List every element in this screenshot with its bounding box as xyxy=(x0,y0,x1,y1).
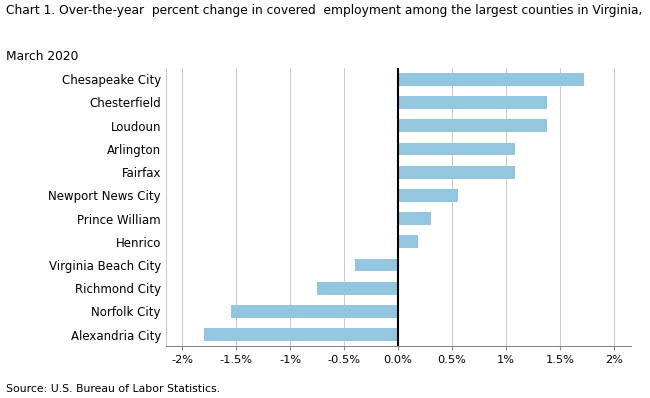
Bar xyxy=(398,235,417,248)
Text: Chart 1. Over-the-year  percent change in covered  employment among the largest : Chart 1. Over-the-year percent change in… xyxy=(6,4,643,17)
Bar xyxy=(231,305,398,318)
Bar xyxy=(398,119,547,132)
Bar xyxy=(398,96,547,109)
Bar xyxy=(355,259,398,271)
Bar xyxy=(203,328,398,341)
Bar xyxy=(398,142,515,155)
Text: Source: U.S. Bureau of Labor Statistics.: Source: U.S. Bureau of Labor Statistics. xyxy=(6,384,220,394)
Bar xyxy=(398,212,430,225)
Bar xyxy=(398,73,584,86)
Bar xyxy=(398,189,458,202)
Text: March 2020: March 2020 xyxy=(6,50,79,63)
Bar xyxy=(398,166,515,179)
Bar xyxy=(317,282,398,295)
